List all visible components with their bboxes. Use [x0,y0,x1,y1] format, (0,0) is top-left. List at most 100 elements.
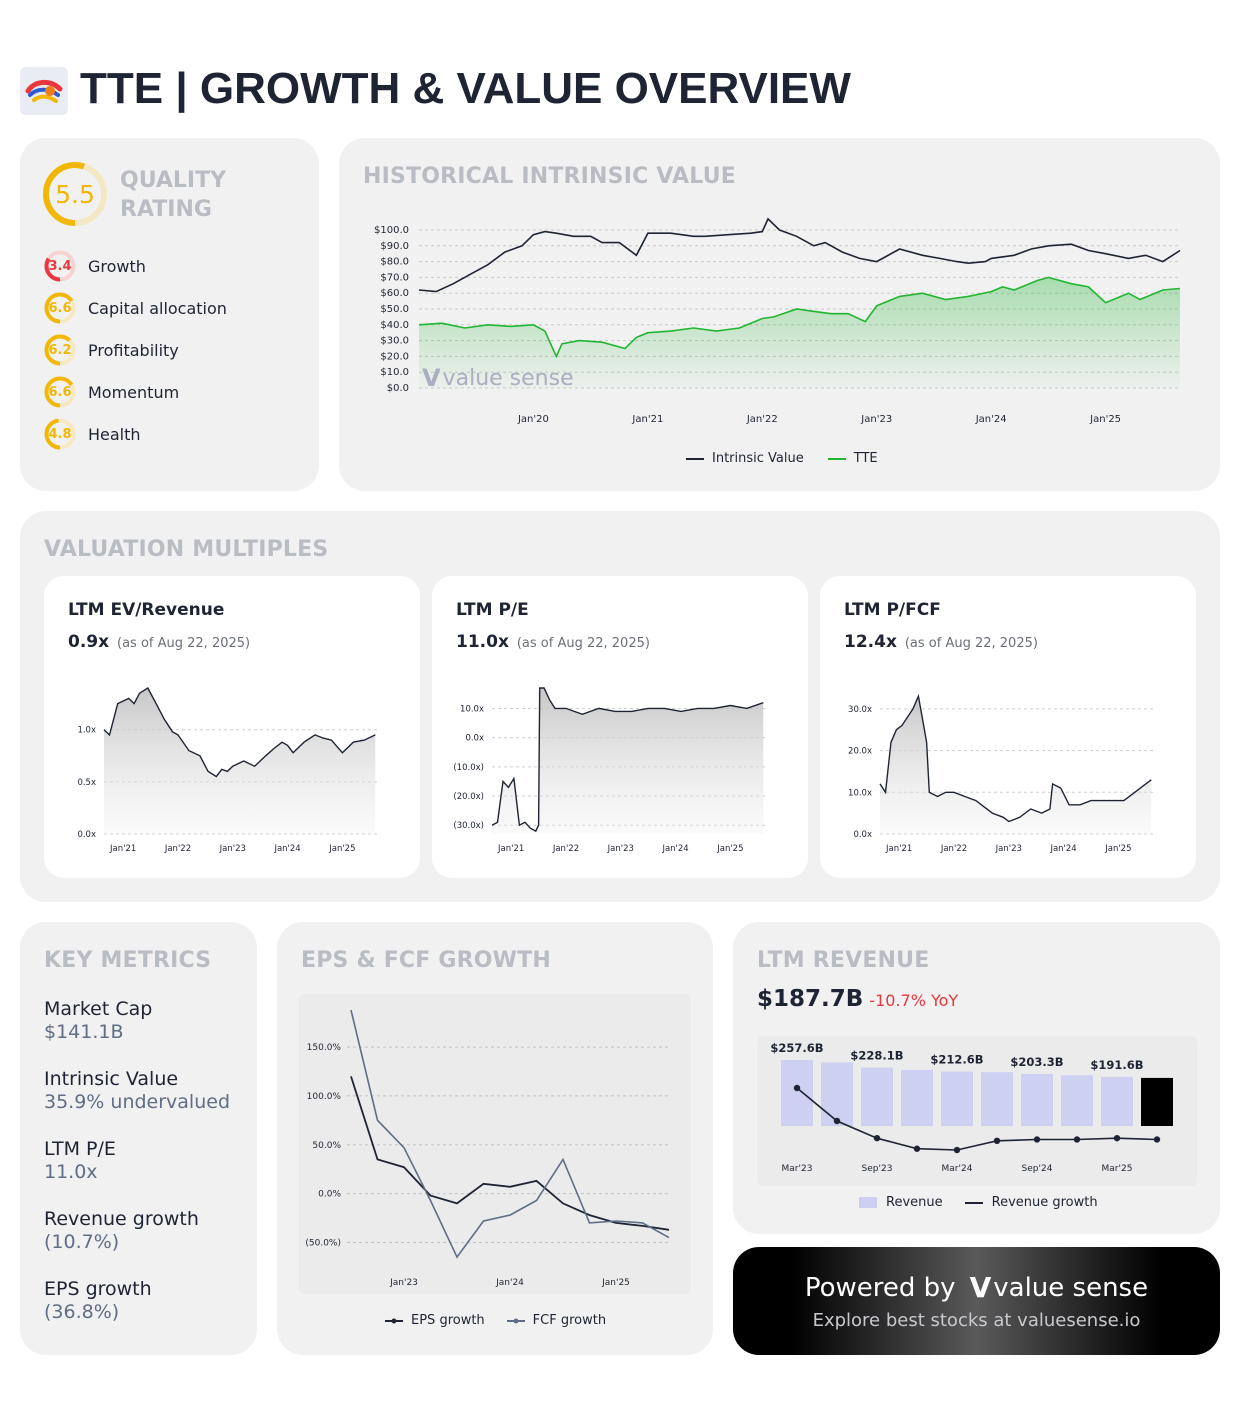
y-tick-label: (50.0%) [305,1238,341,1248]
y-tick-label: $40.0 [380,320,409,331]
ev-revenue-chart: 0.0x 0.5x 1.0x Jan'21 Jan'22 Jan'23 Jan'24 Jan'… [64,672,400,860]
x-tick-label: Jan'25 [601,1278,630,1288]
quality-ring-arc [43,162,107,226]
powered-by-text: Powered by [804,1272,956,1303]
y-tick-label: $90.0 [380,241,409,252]
ev-revenue-value: 0.9x (as of Aug 22, 2025) [68,632,251,652]
revenue-bar [781,1060,813,1126]
revenue-growth-point [1033,1136,1041,1143]
key-metrics-card [20,922,257,1355]
powered-by-line: Powered by V value sense [733,1271,1220,1304]
x-tick-label: Jan'23 [995,844,1022,854]
y-tick-label: 0.0x [853,830,872,840]
rating-label: Growth [88,256,146,276]
revenue-growth-point [913,1145,921,1152]
revenue-growth-point [793,1084,801,1092]
y-tick-label: (20.0x) [453,792,484,802]
bar-value-label: $212.6B [930,1053,983,1067]
valuation-multiples-title: VALUATION MULTIPLES [44,537,329,562]
ltm-revenue-summary: $187.7B -10.7% YoY [757,986,958,1012]
key-metrics-title: KEY METRICS [44,948,212,973]
metric-value: 35.9% undervalued [44,1091,231,1113]
y-tick-label: 0.0x [77,830,96,840]
chart-bg [299,994,691,1294]
y-tick-label: 10.0x [848,788,872,798]
ltm-revenue-legend: Revenue Revenue growth [859,1195,1098,1210]
ltm-revenue-title: LTM REVENUE [757,948,930,973]
revenue-growth-point [953,1146,961,1154]
rating-row-capital-allocation: 6.6 Capital allocation [44,291,227,325]
tte-line [418,276,1181,359]
intrinsic-legend: Intrinsic Value TTE [686,451,878,466]
legend-swatch-fcf [506,1318,525,1323]
metric-value: $141.1B [44,1021,124,1043]
pfcf-chart: 0.0x 10.0x 20.0x 30.0x Jan'21 Jan'22 Jan'23 Jan… [840,672,1176,860]
rating-row-growth: 3.4 Growth [44,249,146,283]
ev-revenue-title: LTM EV/Revenue [68,600,225,620]
legend-swatch-revenue [859,1197,877,1208]
rating-row-momentum: 6.6 Momentum [44,375,179,409]
x-tick-label: Jan'23 [389,1278,418,1288]
revenue-bar [901,1069,933,1126]
rating-score: 4.8 [48,426,72,442]
powered-by-banner[interactable]: Powered by V value sense Explore best st… [733,1247,1220,1355]
footer-tagline: Explore best stocks at valuesense.io [812,1310,1141,1331]
revenue-growth-point [833,1117,841,1125]
valuesense-logo-icon: V [969,1271,992,1304]
x-tick-label: Jan'22 [552,844,579,854]
legend-swatch-eps [385,1318,403,1323]
x-tick-label: Jan'25 [1089,414,1121,425]
quality-score: 5.5 [55,179,95,209]
x-tick-label: Jan'22 [746,414,778,425]
y-tick-label: $20.0 [380,351,409,362]
y-tick-label: 0.0% [318,1190,341,1200]
x-tick-label: Jan'22 [940,844,967,854]
y-tick-label: 50.0% [312,1141,341,1151]
metric-value: (36.8%) [44,1301,120,1323]
rating-label: Momentum [88,382,180,402]
metric-label: Market Cap [44,998,153,1020]
revenue-growth-point [1113,1134,1121,1142]
x-tick-label: Jan'24 [1049,844,1076,854]
y-tick-label: 150.0% [307,1043,342,1053]
revenue-growth-point [873,1134,881,1142]
metric-label: Intrinsic Value [44,1068,179,1090]
x-tick-label: Jan'20 [517,414,549,425]
valuesense-watermark: V value sense [422,364,574,392]
y-tick-label: $0.0 [387,383,409,394]
pe-title: LTM P/E [456,600,529,620]
x-tick-label: Jan'25 [1104,844,1131,854]
revenue-bar [1141,1077,1173,1126]
series-line [491,687,764,833]
rating-ring-momentum: 6.6 [44,376,76,408]
metric-label: Revenue growth [44,1208,199,1230]
revenue-growth-point [1153,1136,1161,1143]
revenue-bar [1021,1073,1053,1126]
pe-chart: (30.0x) (20.0x) (10.0x) 0.0x 10.0x Jan'21 Jan'… [452,672,788,860]
rating-label: Capital allocation [88,298,227,318]
eps-fcf-legend: EPS growth FCF growth [385,1313,606,1328]
legend-swatch-revenue-growth [964,1201,983,1204]
fcf-growth-line [350,1009,670,1259]
x-tick-label: Mar'23 [782,1164,813,1174]
rating-row-profitability: 6.2 Profitability [44,333,179,367]
x-tick-label: Jan'22 [164,844,191,854]
legend-label-fcf: FCF growth [532,1313,607,1328]
x-tick-label: Jan'24 [661,844,688,854]
y-tick-label: 100.0% [307,1092,342,1102]
revenue-bar [1101,1076,1133,1126]
tte-area [419,277,1180,388]
x-tick-label: Sep'24 [1022,1164,1053,1174]
valuesense-mark-icon: V [422,364,441,392]
y-tick-label: (10.0x) [453,763,484,773]
revenue-bar [981,1072,1013,1126]
revenue-bar [821,1062,853,1126]
quality-title: QUALITY RATING [120,168,227,222]
ltm-revenue-change: -10.7% YoY [869,991,959,1010]
y-tick-label: 10.0x [460,704,484,714]
x-tick-label: Jan'25 [716,844,743,854]
rating-label: Profitability [88,340,179,360]
rating-ring-profitability: 6.2 [44,334,76,366]
x-tick-label: Sep'23 [862,1164,893,1174]
x-tick-label: Mar'25 [1102,1164,1133,1174]
